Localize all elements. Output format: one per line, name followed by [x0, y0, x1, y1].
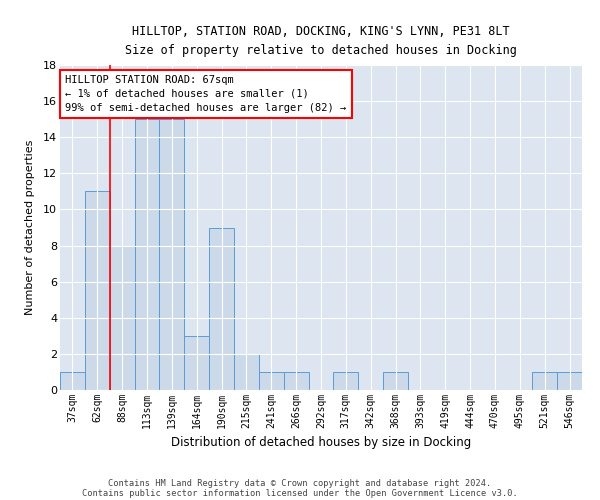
Bar: [134, 119, 160, 390]
Text: HILLTOP STATION ROAD: 67sqm
← 1% of detached houses are smaller (1)
99% of semi-: HILLTOP STATION ROAD: 67sqm ← 1% of deta…: [65, 74, 346, 113]
Bar: [110, 246, 134, 390]
X-axis label: Distribution of detached houses by size in Docking: Distribution of detached houses by size …: [171, 436, 471, 450]
Bar: [160, 119, 184, 390]
Bar: [334, 372, 358, 390]
Title: HILLTOP, STATION ROAD, DOCKING, KING'S LYNN, PE31 8LT
Size of property relative : HILLTOP, STATION ROAD, DOCKING, KING'S L…: [125, 25, 517, 57]
Bar: [234, 354, 259, 390]
Y-axis label: Number of detached properties: Number of detached properties: [25, 140, 35, 315]
Bar: [532, 372, 557, 390]
Bar: [209, 228, 234, 390]
Bar: [383, 372, 408, 390]
Bar: [557, 372, 582, 390]
Text: Contains HM Land Registry data © Crown copyright and database right 2024.: Contains HM Land Registry data © Crown c…: [109, 478, 491, 488]
Bar: [284, 372, 308, 390]
Bar: [259, 372, 284, 390]
Bar: [60, 372, 85, 390]
Bar: [184, 336, 209, 390]
Text: Contains public sector information licensed under the Open Government Licence v3: Contains public sector information licen…: [82, 488, 518, 498]
Bar: [85, 192, 110, 390]
